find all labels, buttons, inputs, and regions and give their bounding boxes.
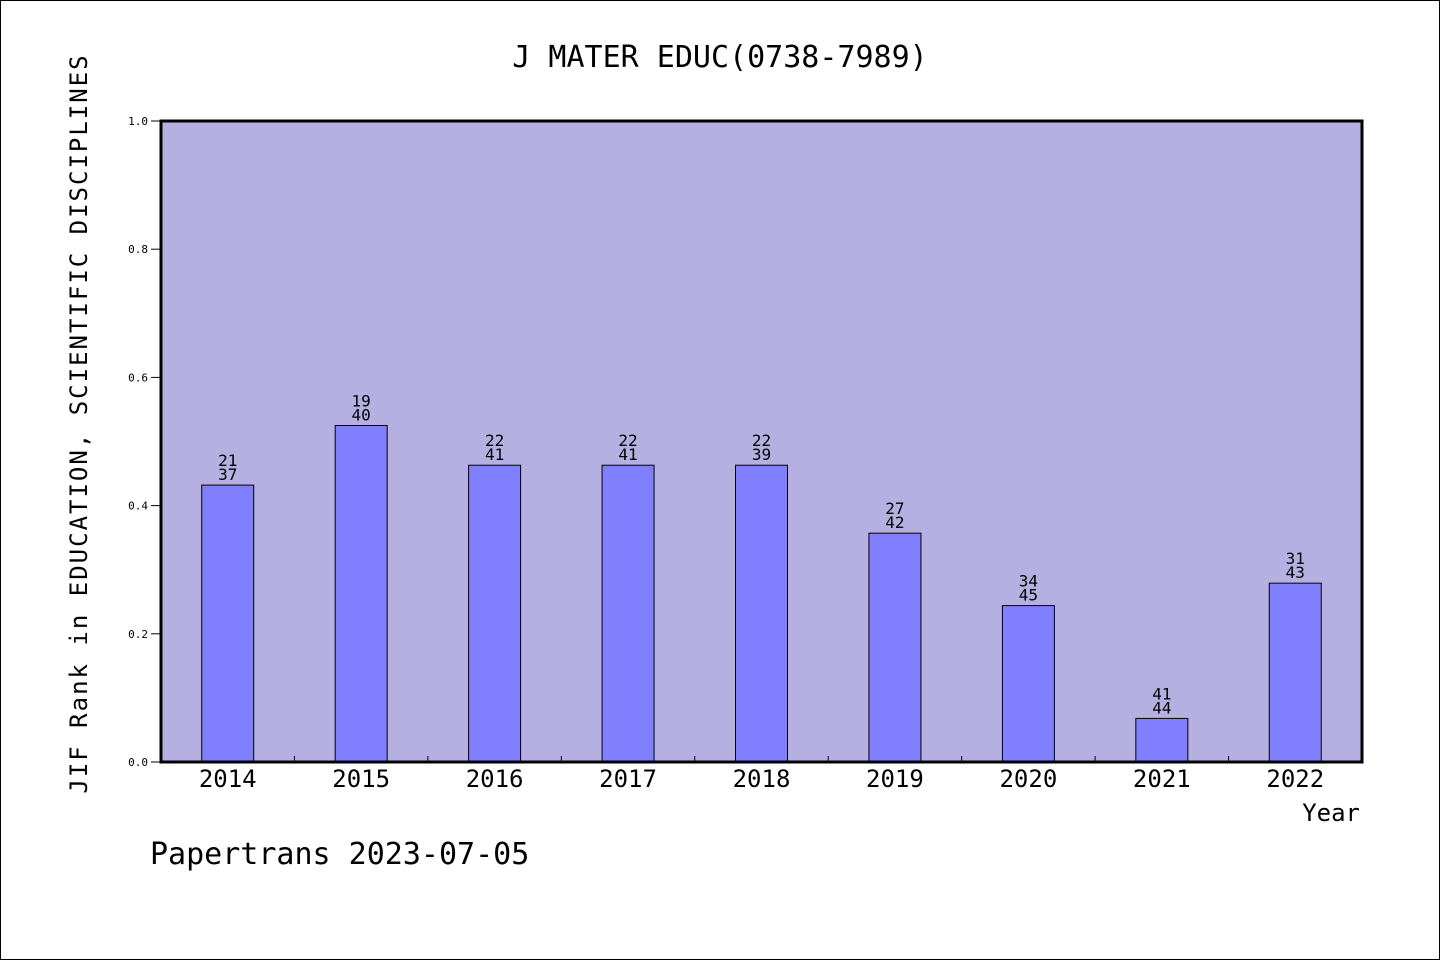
bar-total-label: 42 [885,513,904,532]
bar-rank-label: 27 [885,499,904,518]
y-axis-ticks: 0.0 0.2 0.4 0.6 0.8 1.0 [128,115,161,769]
x-tick-label: 2022 [1266,765,1324,793]
y-tick-label: 0.0 [128,756,148,769]
bar-rank-label: 34 [1019,572,1038,591]
bar-total-label: 40 [352,405,371,424]
bar-total-label: 37 [218,465,237,484]
y-axis-label: JIF Rank in EDUCATION, SCIENTIFIC DISCIP… [65,53,93,793]
bar-total-label: 43 [1286,563,1305,582]
x-tick-label: 2016 [466,765,524,793]
bar-total-label: 39 [752,445,771,464]
x-axis-label: Year [1302,799,1360,827]
x-tick-label: 2014 [199,765,257,793]
x-tick-label: 2018 [733,765,791,793]
y-tick-label: 1.0 [128,115,148,128]
bar-2020 [1001,605,1055,763]
bar-rank-label: 21 [218,451,237,470]
bar-rank-label: 41 [1152,684,1171,703]
bar-2022 [1268,582,1322,763]
bar-2019 [868,532,922,763]
bar-total-label: 41 [485,445,504,464]
bar-2021 [1135,717,1189,763]
y-tick-label: 0.8 [128,243,148,256]
bar-total-label: 41 [618,445,637,464]
bar-rank-label: 22 [752,431,771,450]
bar-2017 [601,464,655,763]
y-tick-label: 0.6 [128,371,148,384]
y-tick-label: 0.2 [128,628,148,641]
x-tick-label: 2021 [1133,765,1191,793]
bar-2016 [468,464,522,763]
bar-rank-label: 22 [485,431,504,450]
x-tick-label: 2017 [599,765,657,793]
bar-total-label: 45 [1019,586,1038,605]
bar-2014 [201,484,255,763]
x-tick-label: 2015 [332,765,390,793]
chart-title: J MATER EDUC(0738-7989) [512,40,927,75]
x-tick-label: 2020 [999,765,1057,793]
bar-rank-label: 22 [618,431,637,450]
y-tick-label: 0.4 [128,500,148,513]
footer-stamp: Papertrans 2023-07-05 [150,837,529,872]
bar-total-label: 44 [1152,698,1171,717]
plot-border [159,119,1364,764]
bar-2018 [735,464,788,763]
bar-2015 [334,424,388,763]
bar-rank-label: 31 [1286,549,1305,568]
x-axis-ticks: 2014 2015 2016 2017 2018 2019 2020 2021 2022 [199,756,1324,793]
x-tick-label: 2019 [866,765,924,793]
bar-rank-label: 19 [352,391,371,410]
